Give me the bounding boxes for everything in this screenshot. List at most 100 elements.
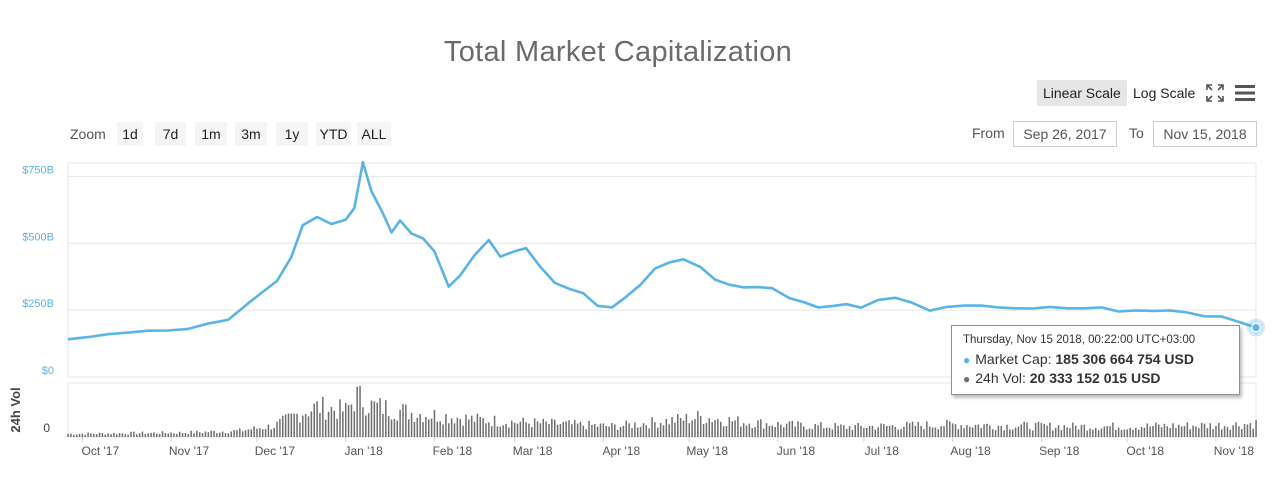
volume-bar: [997, 425, 1000, 437]
volume-bar: [599, 423, 602, 437]
volume-bar: [136, 434, 138, 437]
volume-bar: [545, 421, 547, 437]
volume-bar: [917, 421, 920, 437]
volume-bar: [1203, 423, 1206, 437]
volume-bar: [714, 420, 716, 437]
volume-bar: [230, 431, 232, 437]
volume-bar: [811, 429, 814, 437]
volume-bar: [562, 422, 565, 437]
volume-bar: [244, 430, 247, 437]
volume-bar: [407, 419, 410, 437]
volume-bar: [362, 407, 364, 437]
volume-bar: [413, 421, 416, 437]
volume-bar: [296, 413, 298, 437]
zoom-3m-button[interactable]: 3m: [235, 122, 267, 146]
volume-bar: [365, 415, 367, 437]
to-date-input[interactable]: Nov 15, 2018: [1153, 121, 1257, 147]
volume-bar: [1155, 422, 1157, 437]
linear-scale-button[interactable]: Linear Scale: [1037, 80, 1127, 106]
volume-bar: [196, 430, 198, 437]
zoom-ytd-button[interactable]: YTD: [316, 122, 351, 146]
volume-bar: [227, 433, 230, 437]
volume-area: [67, 382, 1257, 438]
volume-bar: [164, 432, 167, 437]
hover-point: [1251, 323, 1261, 333]
volume-bar: [1003, 430, 1005, 437]
volume-bar: [951, 423, 954, 437]
volume-bar: [488, 422, 490, 437]
volume-bar: [780, 424, 782, 437]
volume-bar: [387, 416, 390, 437]
volume-bar: [382, 414, 384, 437]
zoom-1y-button[interactable]: 1y: [276, 122, 308, 146]
log-scale-button[interactable]: Log Scale: [1133, 85, 1196, 101]
volume-bar: [542, 418, 544, 437]
volume-bar: [645, 425, 648, 437]
volume-bar: [502, 425, 504, 437]
volume-bar: [356, 386, 358, 437]
volume-bar: [685, 413, 688, 437]
volume-bar: [293, 413, 295, 437]
y-tick-label: $750B: [22, 164, 54, 176]
volume-bar: [399, 409, 401, 437]
volume-bar: [969, 426, 971, 437]
volume-bar: [1117, 427, 1120, 437]
volume-bar: [1123, 429, 1126, 437]
volume-bar: [825, 427, 828, 437]
volume-bar: [1240, 429, 1243, 437]
volume-bar: [1112, 422, 1114, 437]
volume-bar: [602, 423, 605, 437]
volume-bar: [1255, 420, 1257, 437]
volume-bar: [1183, 426, 1186, 437]
volume-bar: [359, 385, 361, 437]
volume-bar: [694, 418, 696, 437]
volume-bar: [508, 427, 510, 437]
volume-bar: [173, 433, 175, 437]
volume-bar: [860, 425, 862, 437]
zoom-all-button[interactable]: ALL: [357, 122, 391, 146]
zoom-label: Zoom: [70, 126, 106, 142]
volume-bar: [473, 421, 476, 437]
menu-icon[interactable]: [1234, 84, 1256, 102]
volume-bar: [1063, 425, 1066, 437]
from-label: From: [972, 125, 1005, 141]
volume-bar: [267, 424, 270, 437]
volume-bar: [777, 421, 779, 437]
zoom-1d-button[interactable]: 1d: [117, 122, 143, 146]
volume-bar: [90, 433, 92, 437]
fullscreen-icon[interactable]: [1206, 84, 1224, 102]
volume-bar: [390, 419, 393, 437]
volume-bar: [468, 419, 470, 437]
volume-bar: [1054, 427, 1057, 437]
volume-bar: [299, 422, 301, 437]
volume-bar: [284, 414, 287, 437]
volume-bar: [1046, 425, 1048, 437]
volume-bar: [622, 425, 625, 437]
volume-bar: [73, 434, 75, 437]
volume-bar: [107, 433, 109, 437]
volume-bar: [711, 422, 713, 437]
zoom-7d-button[interactable]: 7d: [155, 122, 186, 146]
volume-bar: [1060, 430, 1063, 437]
volume-bar: [141, 431, 144, 437]
volume-bar: [525, 422, 527, 437]
volume-bar: [533, 418, 536, 437]
zoom-1m-button[interactable]: 1m: [195, 122, 227, 146]
volume-bar: [966, 425, 968, 437]
volume-bar: [742, 423, 745, 437]
volume-bar: [1100, 428, 1103, 437]
volume-bar: [379, 398, 381, 437]
volume-bar: [596, 426, 599, 437]
volume-bar: [1146, 423, 1149, 437]
y-tick-label: $500B: [22, 231, 54, 243]
from-date-input[interactable]: Sep 26, 2017: [1013, 121, 1117, 147]
volume-bar: [539, 423, 542, 437]
volume-bar: [731, 421, 733, 437]
tooltip-market-cap: ● Market Cap: 185 306 664 754 USD: [963, 351, 1194, 367]
volume-bar: [877, 427, 879, 437]
volume-bar: [327, 411, 330, 437]
volume-bar: [253, 426, 255, 437]
volume-bar: [745, 425, 748, 437]
volume-bar: [465, 414, 467, 437]
